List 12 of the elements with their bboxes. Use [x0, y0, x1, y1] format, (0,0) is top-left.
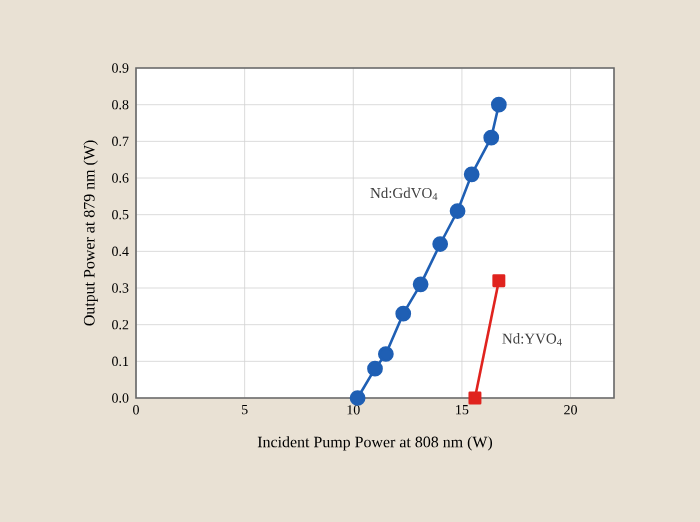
point [449, 203, 466, 219]
point [490, 96, 507, 113]
point [468, 391, 482, 405]
point [395, 305, 412, 322]
point [432, 236, 449, 252]
point [367, 360, 383, 377]
point [377, 346, 394, 362]
point [492, 274, 506, 288]
point [349, 390, 366, 406]
point [463, 166, 480, 183]
point [483, 129, 500, 146]
point [412, 276, 429, 293]
